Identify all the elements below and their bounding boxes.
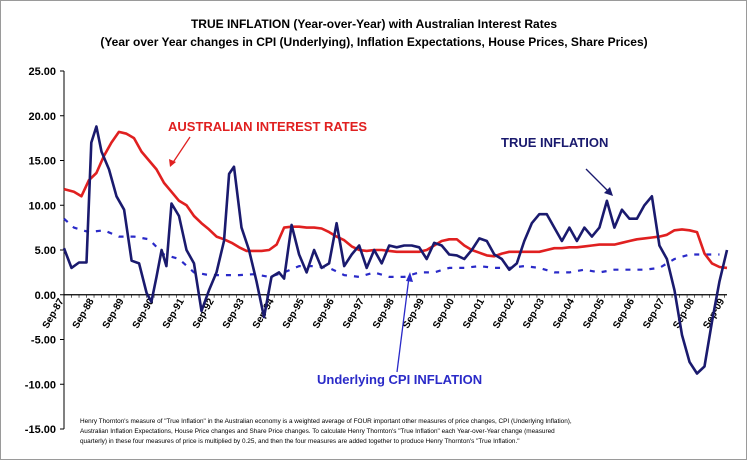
annotation-true-inflation: TRUE INFLATION [501,135,608,150]
y-axis-ticks: 25.00 20.00 15.00 10.00 5.00 0.00 -5.00 -10.00 -… [25,66,64,436]
x-tick-label: Sep-06 [611,296,637,330]
x-tick-label: Sep-89 [101,296,127,330]
chart-subtitle: (Year over Year changes in CPI (Underlyi… [100,35,647,49]
y-tick-label: 5.00 [35,245,56,257]
x-tick-label: Sep-05 [581,296,607,330]
series-underlying-cpi-inflation-line [63,217,720,278]
chart-title: TRUE INFLATION (Year-over-Year) with Aus… [191,17,557,31]
y-tick-label: 10.00 [28,200,56,212]
x-tick-label: Sep-01 [461,296,487,330]
annotation-true-inflation-arrow [585,168,610,193]
annotation-true-inflation-arrowhead [604,187,613,196]
x-tick-label: Sep-07 [641,296,667,330]
series-lines [62,125,729,375]
footnote-line-3: quarterly) in these four measures of pri… [80,438,520,445]
series-true-inflation-line [62,125,729,375]
y-tick-label: -5.00 [31,335,56,347]
x-axis-tick-labels: Sep-87 Sep-88 Sep-89 Sep-90 Sep-91 Sep-92 Sep-… [41,296,728,330]
x-tick-label: Sep-93 [221,296,247,330]
y-tick-label: 25.00 [28,66,56,78]
x-tick-label: Sep-04 [551,296,577,330]
x-tick-label: Sep-02 [491,296,517,330]
x-tick-label: Sep-90 [131,296,157,330]
x-tick-label: Sep-98 [371,296,397,330]
x-tick-label: Sep-96 [311,296,337,330]
x-tick-label: Sep-95 [281,296,307,330]
x-tick-label: Sep-97 [341,296,367,330]
y-tick-label: 15.00 [28,156,56,168]
x-tick-label: Sep-03 [521,296,547,330]
y-tick-label: -15.00 [25,424,56,436]
y-tick-label: -10.00 [25,379,56,391]
y-tick-label: 0.00 [35,290,56,302]
annotation-interest-rates-arrowhead [169,159,176,167]
y-tick-label: 20.00 [28,111,56,123]
footnote-line-1: Henry Thornton's measure of "True Inflat… [80,418,572,425]
annotation-interest-rates: AUSTRALIAN INTEREST RATES [168,119,367,134]
x-tick-label: Sep-00 [431,296,457,330]
annotation-interest-rates-arrow [171,136,191,165]
x-tick-label: Sep-88 [71,296,97,330]
x-tick-label: Sep-91 [161,296,187,330]
annotation-cpi-inflation-arrow [396,276,410,373]
footnote-line-2: Australian Inflation Expectations, House… [80,428,555,435]
annotation-cpi-inflation-arrowhead [406,272,413,282]
annotation-cpi-inflation: Underlying CPI INFLATION [317,372,482,387]
series-australian-interest-rates-line [63,130,728,270]
